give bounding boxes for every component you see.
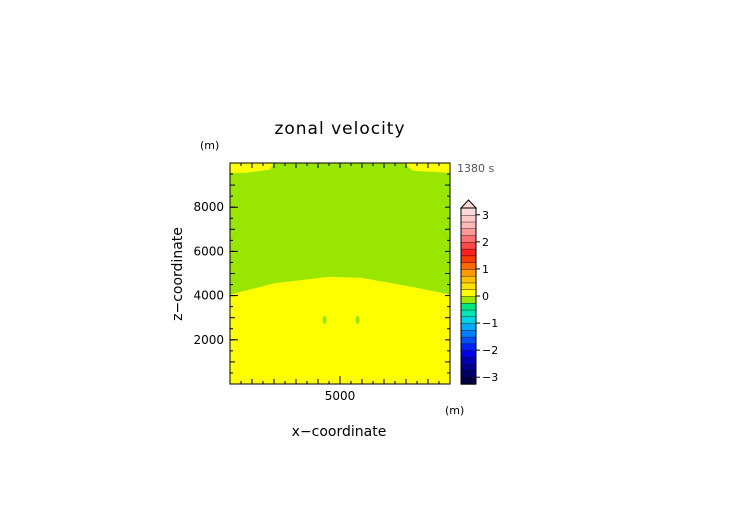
colorbar-tick-label: −2 <box>482 344 498 357</box>
colorbar-segment <box>460 377 477 385</box>
colorbar-segment <box>460 241 477 250</box>
colorbar-segment <box>460 322 477 331</box>
colorbar-tick-label: 1 <box>482 263 489 276</box>
colorbar-segment <box>460 248 477 257</box>
y-unit-label: (m) <box>200 139 219 152</box>
colorbar-segment <box>460 255 477 263</box>
y-tick-label: 4000 <box>193 289 224 303</box>
colorbar-segment <box>460 356 477 365</box>
colorbar-segment <box>460 268 477 277</box>
colorbar-segment <box>460 363 477 372</box>
colorbar-segment <box>460 275 477 284</box>
x-tick-label: 5000 <box>325 389 356 403</box>
colorbar-tick-label: 0 <box>482 290 489 303</box>
colorbar-segment <box>460 295 477 304</box>
y-tick-label: 6000 <box>193 244 224 258</box>
colorbar-segment <box>460 316 477 324</box>
spot-2 <box>355 315 360 324</box>
x-axis-label: x−coordinate <box>292 424 387 440</box>
colorbar-segment <box>460 370 477 378</box>
colorbar-tick-label: 2 <box>482 236 489 249</box>
colorbar-segment <box>460 329 477 338</box>
axes: 5000 2000 4000 6000 8000 <box>193 162 451 403</box>
time-label: 1380 s <box>457 162 494 175</box>
x-unit-label: (m) <box>445 404 464 417</box>
colorbar-segment <box>460 349 477 358</box>
chart-title: zonal velocity <box>274 119 405 139</box>
colorbar-segment <box>460 221 477 230</box>
y-tick-label: 2000 <box>193 333 224 347</box>
colorbar-segment <box>460 309 477 318</box>
colorbar-segment <box>460 214 477 223</box>
y-axis-label: z−coordinate <box>170 227 186 321</box>
colorbar-segment <box>460 207 477 216</box>
colorbar-segment <box>460 336 477 345</box>
plot-area <box>230 163 450 384</box>
colorbar-segment <box>460 289 477 297</box>
colorbar-tick-label: 3 <box>482 209 489 222</box>
colorbar-segment <box>460 234 477 243</box>
colorbar-segment <box>460 282 477 290</box>
colorbar-segment <box>460 261 477 270</box>
colorbar-extend-arrow <box>459 199 478 209</box>
y-tick-label: 8000 <box>193 200 224 214</box>
colorbar-tick-label: −3 <box>482 371 498 384</box>
spot-1 <box>322 315 327 324</box>
colorbar-tick-label: −1 <box>482 317 498 330</box>
colorbar-segment <box>460 343 477 351</box>
colorbar: 3 2 1 0 −1 −2 −3 <box>459 199 498 385</box>
region-lower <box>230 276 450 384</box>
colorbar-segment <box>460 302 477 311</box>
region-top-right-patch <box>403 163 450 173</box>
colorbar-segment <box>460 228 477 236</box>
